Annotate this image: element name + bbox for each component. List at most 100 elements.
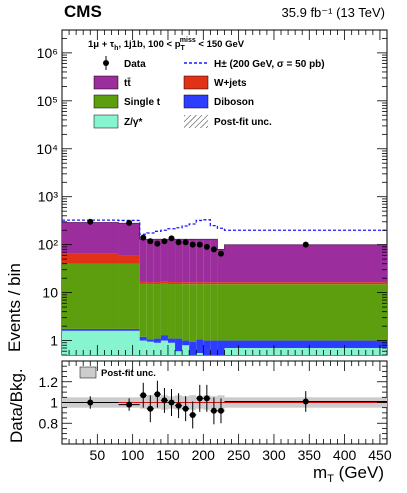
main-y-axis: 1 10 10² 10³ 10⁴ 10⁵ 10⁶: [36, 29, 387, 356]
ratio-x-axis: 50 100 150 200 250 300 350 400 450: [68, 361, 392, 463]
stack-bar-tt-: [62, 222, 119, 254]
data-points: [87, 218, 309, 257]
stack-bar-tt-: [196, 239, 204, 283]
legend-label-h-200-gev-50-pb-: H± (200 GeV, σ = 50 pb): [214, 59, 325, 70]
data-point: [302, 241, 309, 248]
stack-bar-single-t: [196, 284, 204, 340]
stack-bar-single-t: [224, 284, 387, 341]
stack-bar-diboson: [153, 338, 161, 343]
experiment-label: CMS: [64, 2, 102, 21]
stack-bar-diboson: [224, 340, 387, 348]
data-point: [210, 246, 217, 253]
stack-bar-diboson: [175, 338, 183, 352]
ratio-panel: 0.8 1 1.2 50 100 150 200 250 300 350 400 450 Post-…: [7, 360, 392, 485]
stack-bar-tt-: [210, 239, 218, 283]
legend-swatch-diboson: [183, 94, 209, 109]
ratio-point: [161, 397, 168, 404]
stack-bar-w-jets: [210, 282, 218, 285]
ratio-y-axis-label: Data/Bkg.: [7, 368, 26, 443]
stack-bar-w-jets: [118, 255, 140, 264]
main-y-tick-label: 1: [50, 333, 58, 349]
legend-swatch-z-: [93, 114, 119, 129]
ratio-x-tick-label: 450: [368, 447, 392, 463]
main-y-tick-label: 10²: [38, 237, 59, 253]
stack-bar-single-t: [189, 284, 197, 342]
main-y-tick-label: 10⁶: [37, 45, 58, 61]
stack-bar-single-t: [175, 284, 183, 339]
stack-bar-single-t: [153, 284, 161, 339]
ratio-point: [126, 401, 133, 408]
data-point: [168, 235, 175, 242]
ratio-legend: Post-fit unc.: [79, 366, 156, 379]
stack-bar-tt-: [175, 239, 183, 283]
ratio-point: [217, 407, 224, 414]
stack-bar-tt-: [167, 239, 176, 283]
main-y-tick-label: 10³: [38, 189, 59, 205]
legend-swatch-w-jets: [183, 75, 209, 90]
main-y-tick-label: 10: [42, 285, 58, 301]
ratio-point: [182, 405, 189, 412]
stack-bar-z-: [153, 342, 161, 355]
ratio-x-tick-label: 250: [227, 447, 251, 463]
ratio-x-tick-label: 350: [298, 447, 322, 463]
stack-bar-w-jets: [224, 282, 387, 285]
ratio-point: [140, 392, 147, 399]
stack-bar-single-t: [118, 263, 140, 329]
stack-bar-single-t: [139, 283, 147, 337]
legend-swatch-single-t: [93, 94, 119, 109]
legend-label-post-fit-unc-: Post-fit unc.: [214, 117, 272, 128]
ratio-point: [210, 407, 217, 414]
ratio-data-points: [62, 380, 387, 429]
stack-bar-z-: [139, 340, 147, 355]
main-y-axis-label: Events / bin: [5, 263, 24, 352]
stack-bar-z-: [196, 353, 204, 355]
ratio-x-tick-label: 100: [121, 447, 145, 463]
stack-bar-diboson: [167, 338, 176, 343]
ratio-y-tick-label: 1: [50, 395, 58, 411]
stack-bar-w-jets: [160, 281, 168, 284]
stack-bar-tt-: [224, 244, 387, 283]
main-y-tick-label: 10⁵: [37, 93, 58, 109]
stack-bar-tt-: [203, 239, 211, 283]
data-point: [189, 241, 196, 248]
legend-label-diboson: Diboson: [214, 97, 254, 108]
legend-swatch-hatch: [184, 115, 208, 128]
data-point: [126, 219, 133, 226]
signal-curve: [62, 219, 387, 235]
ratio-x-tick-label: 150: [156, 447, 180, 463]
stack-bar-w-jets: [182, 282, 190, 285]
stack-bar-tt-: [139, 239, 147, 282]
selection-text: 1μ + τh, 1j1b, 100 < pTmiss < 150 GeV: [88, 37, 245, 52]
stack-bar-diboson: [203, 340, 211, 355]
data-point: [203, 243, 210, 250]
ratio-x-tick-label: 50: [90, 447, 106, 463]
data-point: [161, 238, 168, 245]
ratio-point: [196, 395, 203, 402]
data-point: [154, 240, 161, 247]
legend-label-single-t: Single t: [124, 97, 161, 108]
stack-bar-diboson: [139, 336, 147, 341]
ratio-x-tick-label: 300: [262, 447, 286, 463]
ratio-legend-label: Post-fit unc.: [101, 368, 156, 379]
stack-bar-single-t: [203, 284, 211, 341]
data-point: [147, 238, 154, 245]
ratio-point: [154, 391, 161, 398]
data-point: [196, 241, 203, 248]
stack-bar-z-: [175, 351, 183, 355]
ratio-point: [189, 411, 196, 418]
legend-swatch-tt-: [93, 75, 119, 90]
stack-bar-w-jets: [62, 253, 119, 264]
stack-bar-tt-: [189, 239, 197, 283]
stack-bar-z-: [160, 340, 168, 355]
stack-bar-z-: [182, 345, 190, 355]
ratio-legend-swatch: [79, 366, 97, 379]
main-y-tick-label: 10⁴: [36, 141, 58, 157]
stack-bar-single-t: [182, 284, 190, 341]
stack-bar-tt-: [118, 223, 140, 256]
stack-bar-diboson: [146, 339, 154, 342]
stack-bar-diboson: [182, 340, 190, 346]
main-legend: Data H± (200 GeV, σ = 50 pb) tt̄ W+jets Sing…: [93, 56, 325, 129]
stack-bar-w-jets: [217, 282, 225, 285]
data-point: [140, 234, 147, 241]
